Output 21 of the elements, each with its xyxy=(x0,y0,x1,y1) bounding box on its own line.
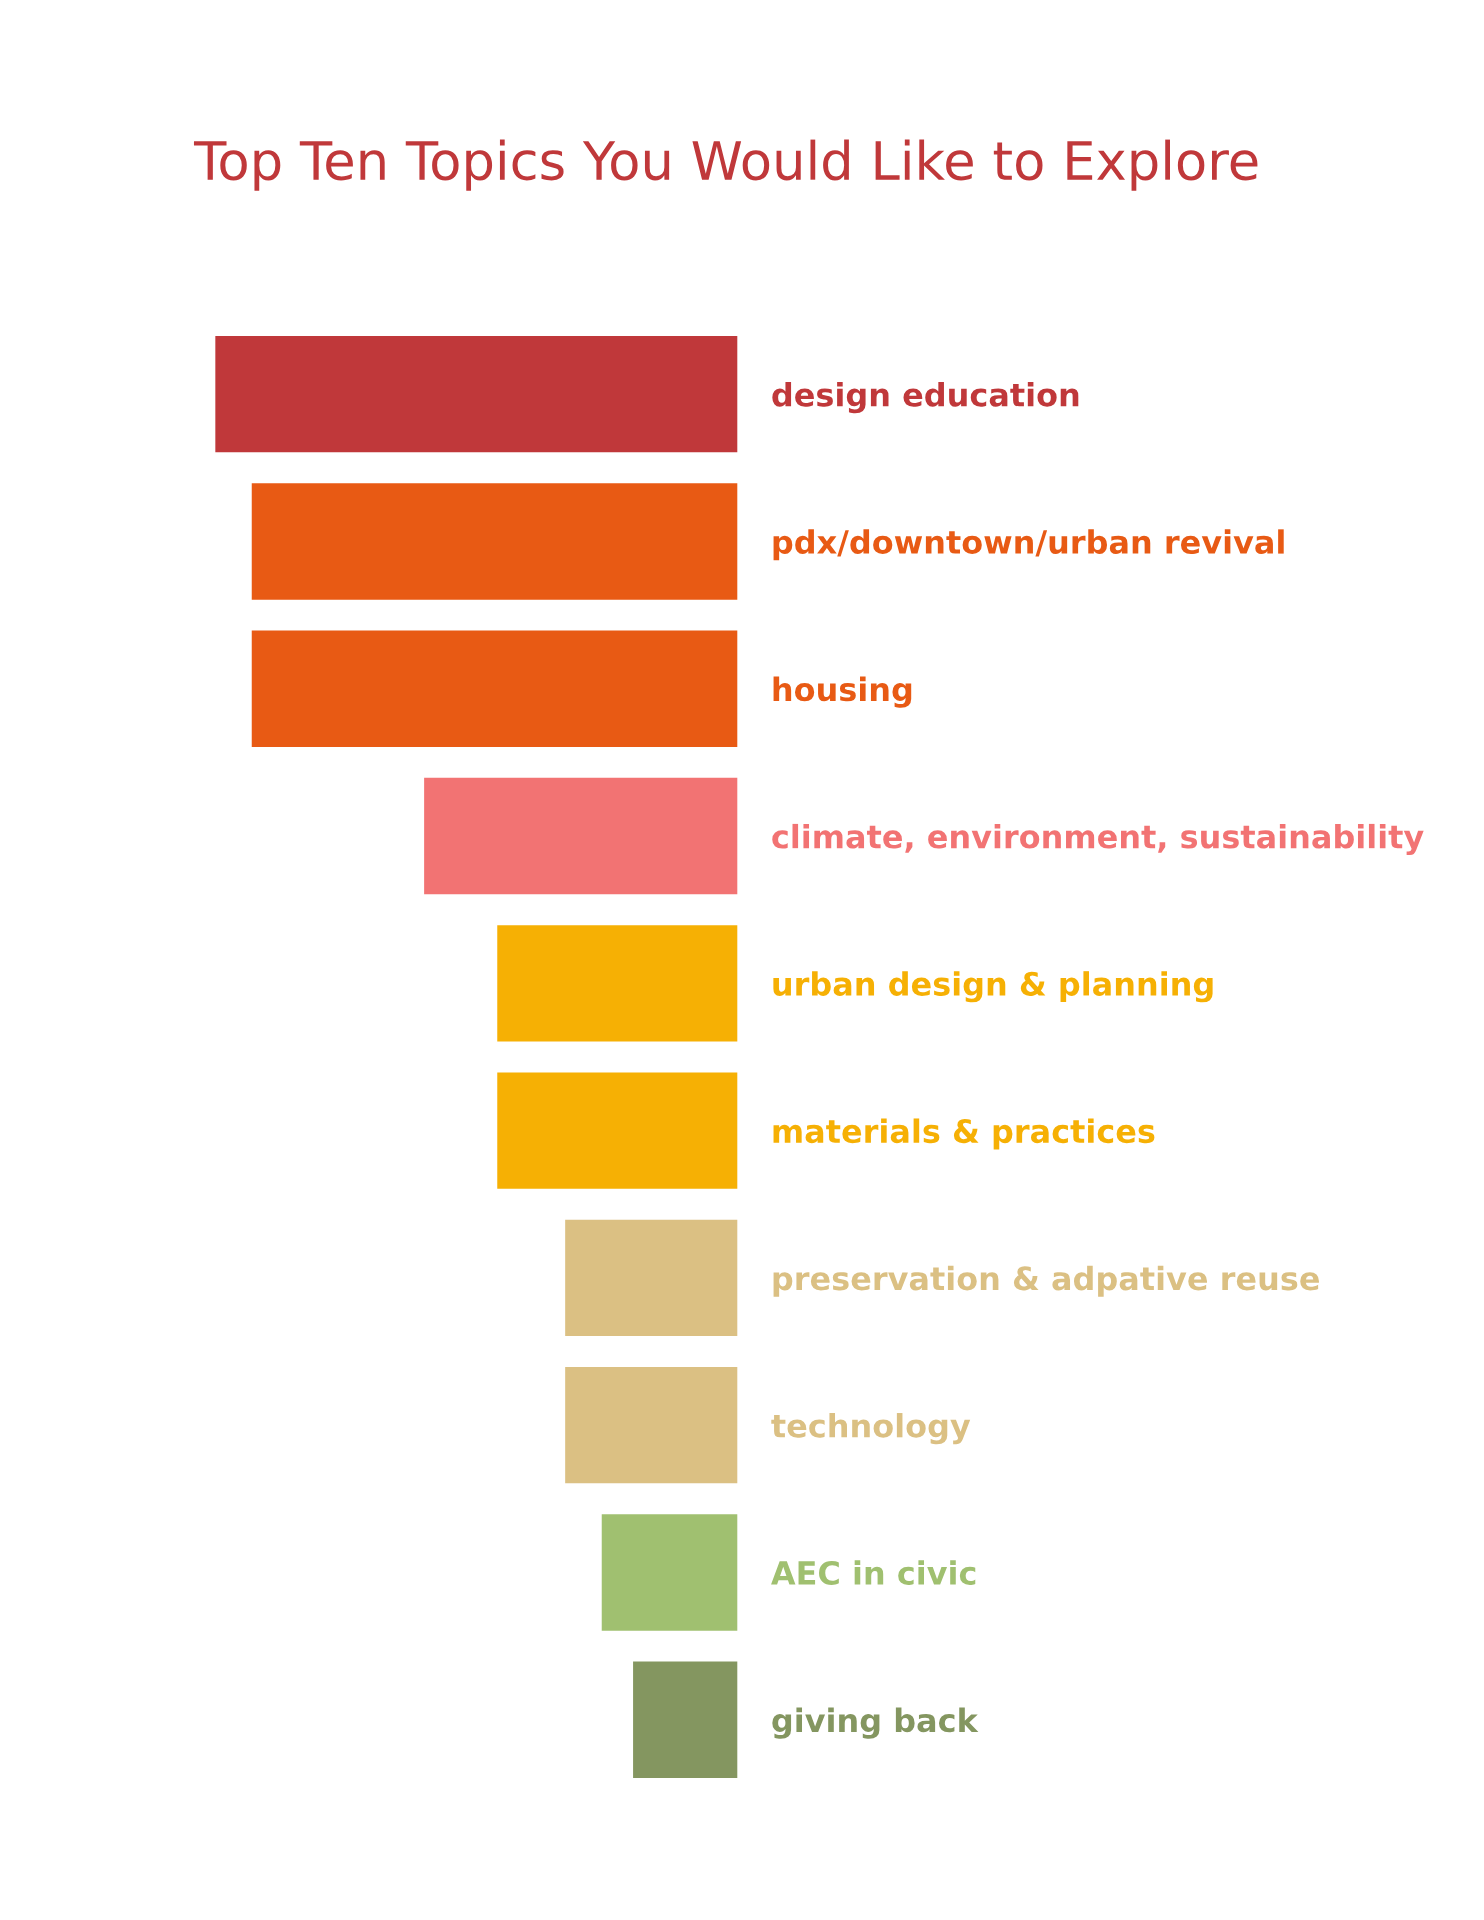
y-tick-label: pdx/downtown/urban revival xyxy=(773,529,1284,561)
y-tick-label: materials & practices xyxy=(773,1118,1155,1150)
bar xyxy=(633,1661,738,1778)
y-tick-label: urban design & planning xyxy=(773,971,1213,1003)
y-tick-label: climate, environment, sustainability xyxy=(772,823,1424,856)
y-tick-label: giving back xyxy=(772,1707,979,1739)
bar xyxy=(251,483,738,600)
y-tick-label: technology xyxy=(771,1413,971,1445)
y-tick-label: AEC in civic xyxy=(771,1560,976,1586)
y-tick-label: design education xyxy=(772,382,1079,414)
bar xyxy=(497,925,738,1042)
bar xyxy=(601,1514,738,1631)
bar xyxy=(251,630,738,747)
bar xyxy=(424,777,738,895)
chart-title: Top Ten Topics You Would Like to Explore xyxy=(193,139,1258,191)
y-tick-label: preservation & adpative reuse xyxy=(773,1265,1319,1297)
bar xyxy=(565,1366,738,1484)
bar xyxy=(565,1219,738,1337)
bar xyxy=(215,336,738,453)
y-tick-label: housing xyxy=(773,676,912,708)
bar xyxy=(497,1072,738,1189)
